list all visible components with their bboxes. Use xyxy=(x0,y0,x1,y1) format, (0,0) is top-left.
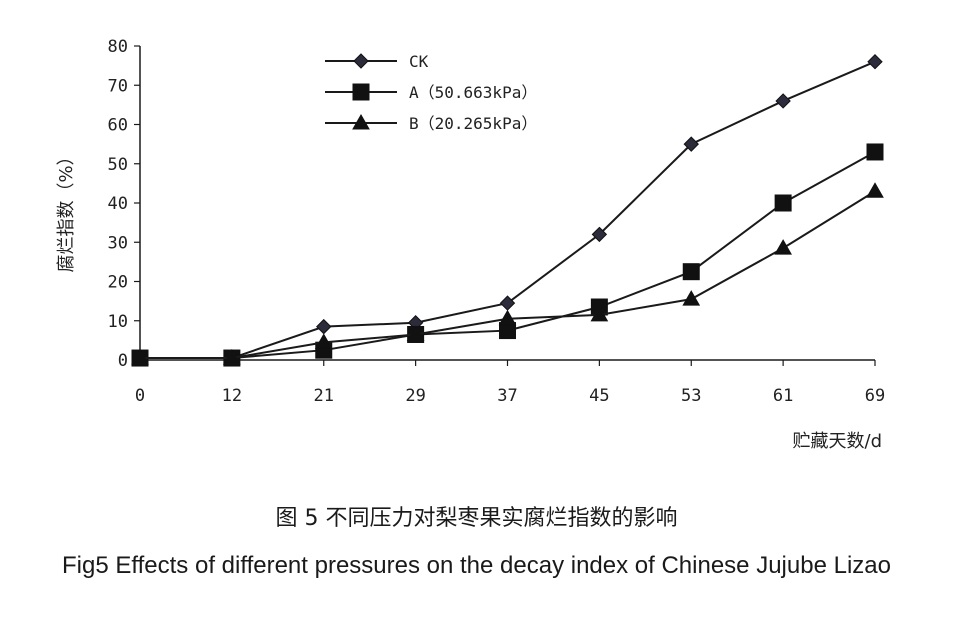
legend-entry: B（20.265kPa） xyxy=(325,113,537,133)
y-tick-label: 0 xyxy=(118,351,128,371)
figure-caption-zh: 图 5 不同压力对梨枣果实腐烂指数的影响 xyxy=(275,506,678,531)
legend-marker-triangle xyxy=(352,113,370,130)
x-tick-label: 21 xyxy=(314,386,334,406)
y-tick-label: 70 xyxy=(108,76,128,96)
legend-entry: A（50.663kPa） xyxy=(325,83,537,102)
x-tick-label: 61 xyxy=(773,386,793,406)
y-tick-label: 10 xyxy=(108,312,128,332)
legend-label: B（20.265kPa） xyxy=(409,114,537,133)
x-axis-label: 贮藏天数/d xyxy=(793,431,883,452)
data-point-triangle xyxy=(774,239,792,255)
data-point-triangle xyxy=(498,309,517,326)
data-point-triangle xyxy=(406,325,425,341)
y-tick-label: 20 xyxy=(108,273,128,293)
x-tick-label: 29 xyxy=(405,386,425,406)
figure-caption-en: Fig5 Effects of different pressures on t… xyxy=(62,552,891,579)
data-point-diamond xyxy=(775,93,791,109)
y-ticks: 0 10 20 30 40 50 60 70 80 xyxy=(108,37,140,371)
series-layer xyxy=(131,53,884,367)
data-point-diamond xyxy=(683,136,699,152)
x-tick-label: 69 xyxy=(865,386,885,406)
legend-label: A（50.663kPa） xyxy=(409,83,537,102)
data-point-triangle xyxy=(223,349,241,365)
data-point-diamond xyxy=(591,226,608,243)
y-tick-label: 80 xyxy=(108,37,128,57)
series-triangle xyxy=(131,182,884,365)
decay-index-chart: 0 10 20 30 40 50 60 70 80 0 12 21 29 37 45 53 61 69 CK A（… xyxy=(56,37,885,452)
x-tick-label: 37 xyxy=(497,386,517,406)
data-point-square xyxy=(682,263,700,281)
data-point-triangle xyxy=(131,349,149,365)
data-point-triangle xyxy=(682,290,701,306)
legend-marker-square xyxy=(352,83,370,101)
x-tick-label: 45 xyxy=(589,386,609,406)
data-point-triangle xyxy=(590,305,609,322)
y-tick-label: 40 xyxy=(108,194,128,214)
data-point-square xyxy=(774,194,792,212)
y-tick-label: 50 xyxy=(108,155,128,175)
data-point-triangle xyxy=(866,182,884,198)
x-tick-label: 12 xyxy=(222,386,242,406)
legend-marker-diamond xyxy=(353,53,369,69)
x-tick-label: 53 xyxy=(681,386,701,406)
legend: CK A（50.663kPa） B（20.265kPa） xyxy=(325,52,537,133)
y-tick-label: 60 xyxy=(108,116,128,136)
data-point-triangle xyxy=(314,333,333,349)
data-point-diamond xyxy=(867,53,883,70)
y-axis-label: 腐烂指数（%） xyxy=(56,147,77,272)
data-point-diamond xyxy=(316,318,332,335)
x-ticks: 0 12 21 29 37 45 53 61 69 xyxy=(135,360,885,406)
y-tick-label: 30 xyxy=(108,233,128,253)
legend-entry: CK xyxy=(325,52,429,71)
data-point-square xyxy=(866,143,884,161)
legend-label: CK xyxy=(409,52,429,71)
x-tick-label: 0 xyxy=(135,386,145,406)
